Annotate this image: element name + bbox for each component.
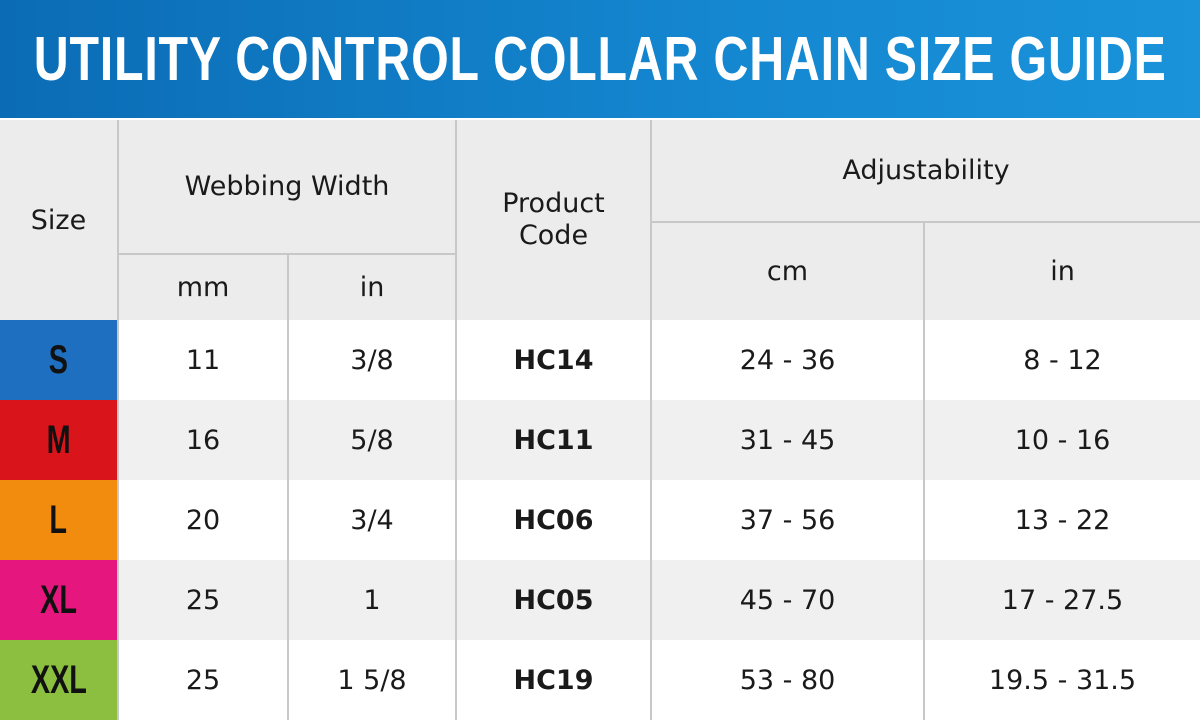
cell-product-code: HC14 — [455, 320, 650, 400]
cell-mm: 11 — [117, 320, 287, 400]
cell-adj-in: 17 - 27.5 — [923, 560, 1200, 640]
cell-product-code: HC11 — [455, 400, 650, 480]
cell-in: 5/8 — [287, 400, 455, 480]
cell-cm: 37 - 56 — [650, 480, 923, 560]
cell-mm: 25 — [117, 560, 287, 640]
cell-in: 3/8 — [287, 320, 455, 400]
cell-cm: 31 - 45 — [650, 400, 923, 480]
size-text: XL — [40, 577, 77, 622]
header-mm: mm — [117, 253, 287, 320]
size-label: XXL — [0, 640, 117, 720]
size-text: S — [48, 337, 69, 382]
header-adj-in: in — [923, 221, 1200, 320]
size-label: M — [0, 400, 117, 480]
cell-adj-in: 13 - 22 — [923, 480, 1200, 560]
cell-cm: 24 - 36 — [650, 320, 923, 400]
header-webbing-width: Webbing Width — [117, 120, 455, 253]
cell-in: 1 — [287, 560, 455, 640]
size-label: L — [0, 480, 117, 560]
cell-adj-in: 19.5 - 31.5 — [923, 640, 1200, 720]
cell-product-code: HC19 — [455, 640, 650, 720]
cell-product-code: HC06 — [455, 480, 650, 560]
header-in: in — [287, 253, 455, 320]
size-label: S — [0, 320, 117, 400]
cell-mm: 16 — [117, 400, 287, 480]
header-adjustability: Adjustability — [650, 120, 1200, 221]
cell-mm: 25 — [117, 640, 287, 720]
size-text: L — [49, 497, 68, 542]
cell-in: 3/4 — [287, 480, 455, 560]
title-bar: UTILITY CONTROL COLLAR CHAIN SIZE GUIDE — [0, 0, 1200, 118]
cell-adj-in: 10 - 16 — [923, 400, 1200, 480]
cell-in: 1 5/8 — [287, 640, 455, 720]
cell-cm: 53 - 80 — [650, 640, 923, 720]
cell-product-code: HC05 — [455, 560, 650, 640]
size-label: XL — [0, 560, 117, 640]
cell-cm: 45 - 70 — [650, 560, 923, 640]
cell-adj-in: 8 - 12 — [923, 320, 1200, 400]
size-text: M — [46, 417, 71, 462]
header-product-code: Product Code — [455, 120, 650, 320]
size-text: XXL — [30, 657, 87, 702]
page-title: UTILITY CONTROL COLLAR CHAIN SIZE GUIDE — [33, 24, 1167, 94]
header-cm: cm — [650, 221, 923, 320]
cell-mm: 20 — [117, 480, 287, 560]
header-size: Size — [0, 120, 117, 320]
